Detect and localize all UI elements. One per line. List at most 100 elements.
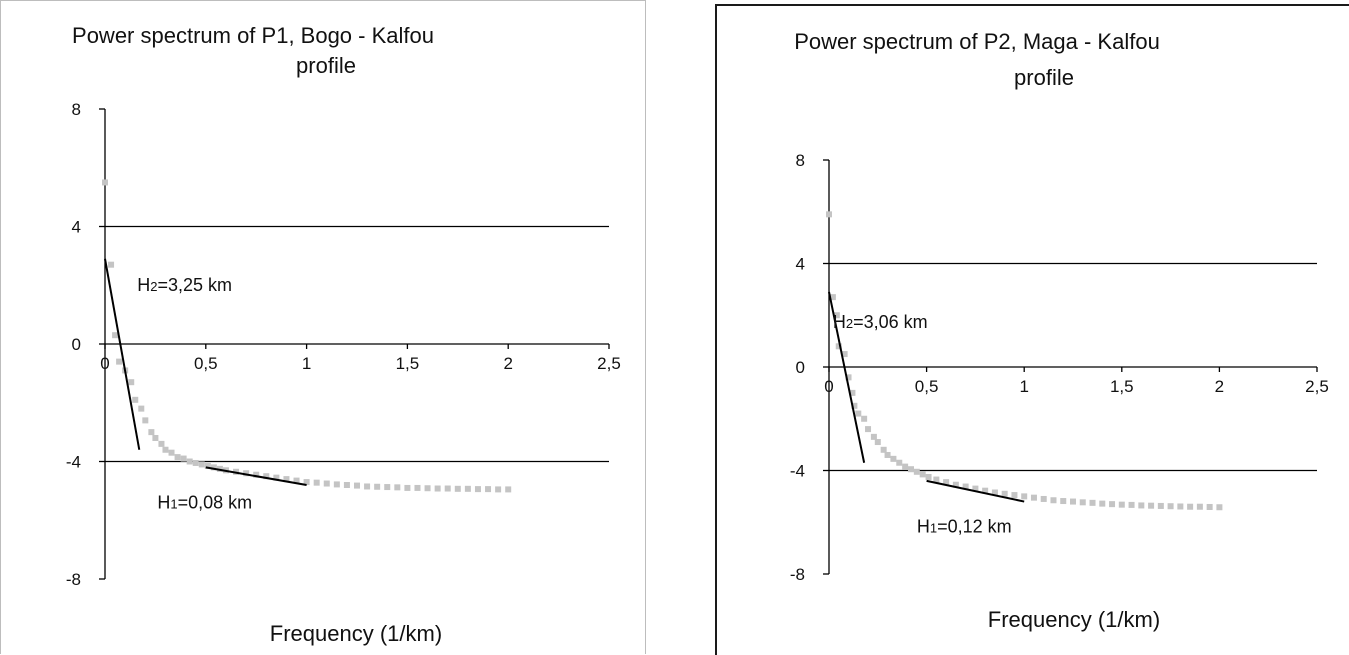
y-tick-label: -4 <box>66 453 81 472</box>
data-point <box>112 332 119 339</box>
y-tick-label: 8 <box>796 151 805 170</box>
fit-line <box>926 479 1025 503</box>
y-tick-label: -8 <box>66 570 81 589</box>
data-point <box>1167 503 1174 510</box>
x-tick-label: 0,5 <box>915 377 939 396</box>
x-tick-label: 2 <box>1215 377 1224 396</box>
data-point <box>323 480 330 487</box>
data-point <box>849 389 856 396</box>
y-tick-label: 0 <box>72 335 81 354</box>
data-point <box>1099 500 1106 507</box>
data-point <box>273 474 280 481</box>
data-point <box>880 446 887 453</box>
x-axis-title: Frequency (1/km) <box>988 607 1160 632</box>
data-point <box>210 464 217 471</box>
x-tick-label: 1 <box>302 354 311 373</box>
data-point <box>158 440 165 447</box>
data-point <box>162 446 169 453</box>
x-tick-label: 2 <box>503 354 512 373</box>
data-point <box>845 374 852 381</box>
data-point <box>991 489 998 496</box>
depth-annotation: H1=0,12 km <box>917 517 1012 537</box>
data-point <box>826 211 832 218</box>
chart-title-line2: profile <box>1014 65 1074 90</box>
data-point <box>108 261 115 268</box>
data-point <box>394 484 401 491</box>
data-point <box>168 449 175 456</box>
data-point <box>1128 501 1135 508</box>
data-point <box>1030 494 1037 501</box>
data-point <box>474 486 481 493</box>
depth-annotation: H1=0,08 km <box>157 493 252 513</box>
data-point <box>870 433 877 440</box>
data-point <box>913 468 920 475</box>
chart-title-line2: profile <box>296 53 356 78</box>
data-point <box>192 459 199 466</box>
data-point <box>424 485 431 492</box>
data-point <box>204 462 211 469</box>
data-point <box>896 459 903 466</box>
data-point <box>829 294 836 301</box>
fit-line <box>104 258 141 450</box>
data-point <box>972 485 979 492</box>
y-tick-label: 4 <box>72 218 81 237</box>
x-tick-label: 2,5 <box>1305 377 1329 396</box>
data-point <box>180 455 187 462</box>
y-tick-label: 4 <box>796 255 805 274</box>
data-point <box>835 343 842 350</box>
power-spectrum-chart-p1: Power spectrum of P1, Bogo - Kalfou prof… <box>66 23 621 646</box>
data-point <box>293 477 300 484</box>
data-point <box>1070 498 1076 505</box>
data-point <box>303 479 310 486</box>
data-point <box>874 439 881 446</box>
data-point <box>841 351 848 358</box>
data-point <box>364 483 371 490</box>
data-point <box>861 415 868 422</box>
data-point <box>444 485 451 492</box>
data-point <box>1118 501 1125 508</box>
x-tick-label: 0,5 <box>194 354 218 373</box>
data-point <box>1060 498 1067 505</box>
data-point <box>384 484 391 491</box>
data-point <box>1206 503 1213 510</box>
data-point <box>1109 501 1116 508</box>
data-point <box>855 410 862 417</box>
x-tick-label: 0 <box>824 377 833 396</box>
x-tick-label: 1 <box>1019 377 1028 396</box>
data-point <box>313 479 320 486</box>
data-point <box>243 470 250 477</box>
y-tick-label: 8 <box>72 100 81 119</box>
x-tick-label: 1,5 <box>1110 377 1134 396</box>
data-point <box>933 476 940 483</box>
chart-title: Power spectrum of P1, Bogo - Kalfou <box>72 23 434 48</box>
data-point <box>152 435 159 441</box>
data-point <box>128 379 135 386</box>
data-point <box>174 454 181 461</box>
data-point <box>851 402 858 409</box>
data-point <box>1011 492 1018 499</box>
data-point <box>253 471 260 478</box>
data-point <box>263 473 270 480</box>
data-point <box>464 485 471 492</box>
data-point <box>283 476 290 483</box>
data-point <box>186 458 193 465</box>
data-point <box>148 429 155 436</box>
depth-annotation: H2=3,25 km <box>137 275 232 295</box>
data-point <box>434 485 441 492</box>
data-point <box>1079 499 1086 506</box>
data-point <box>907 466 914 473</box>
fit-line <box>205 466 307 486</box>
data-point <box>138 405 145 412</box>
data-point <box>404 484 411 491</box>
data-point <box>1148 502 1155 509</box>
data-point <box>1187 503 1194 510</box>
power-spectrum-chart-p2: Power spectrum of P2, Maga - Kalfou prof… <box>790 29 1329 632</box>
data-point <box>1216 504 1223 511</box>
x-axis-title: Frequency (1/km) <box>270 621 442 646</box>
fit-line <box>828 291 866 463</box>
data-point <box>1050 497 1057 504</box>
data-point <box>1157 502 1164 509</box>
data-point <box>142 417 149 424</box>
data-point <box>952 481 959 488</box>
data-point <box>374 483 381 490</box>
